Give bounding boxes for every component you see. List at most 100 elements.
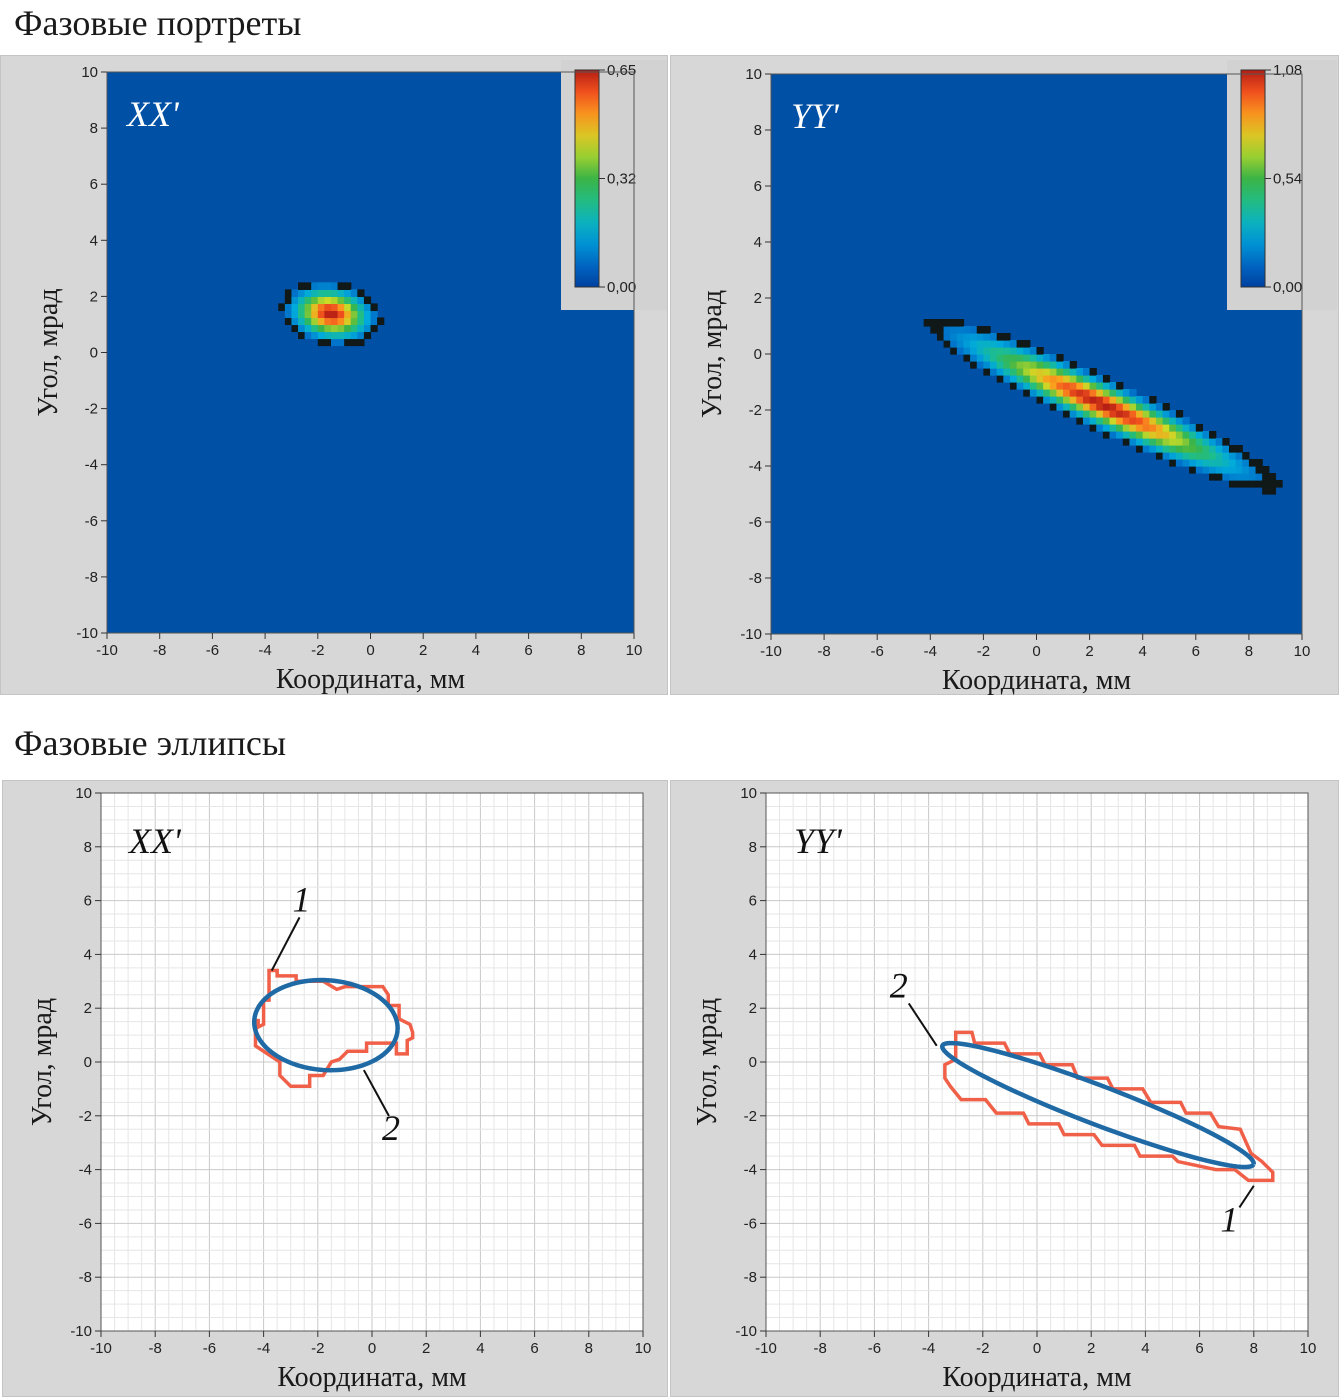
- heatmap-cell: [983, 361, 991, 369]
- heatmap-cell: [1215, 445, 1223, 453]
- heatmap-cell: [963, 326, 971, 334]
- contour-series-1: [943, 1030, 1275, 1183]
- heatmap-cell: [1089, 403, 1097, 411]
- heatmap-cell: [304, 331, 312, 340]
- x-tick-label: 8: [577, 642, 585, 659]
- x-tick-label: -2: [977, 643, 990, 660]
- x-tick-label: 6: [530, 1340, 538, 1357]
- heatmap-cell: [1109, 382, 1117, 390]
- heatmap-cell: [1036, 361, 1044, 369]
- x-tick-label: 6: [1192, 643, 1200, 660]
- heatmap-cell: [363, 310, 372, 319]
- heatmap-cell: [317, 317, 325, 326]
- heatmap-cell: [970, 361, 978, 369]
- heatmap-cell: [1162, 445, 1170, 453]
- heatmap-cell: [1016, 375, 1024, 383]
- heatmap-cell: [983, 354, 991, 362]
- y-tick-label: -2: [749, 402, 762, 419]
- phase-ellipse-xx-panel: -10 -8 -6 -4 -2 0 2 4 6 8 10 -10 -8 -6 -4 -2 0 2 4 6 8 10 Коор…: [2, 780, 668, 1397]
- heatmap-cells: [923, 319, 1283, 495]
- heatmap-cell: [1202, 438, 1210, 446]
- heatmap-cell: [357, 296, 365, 305]
- heatmap-cell: [1149, 431, 1157, 439]
- heatmap-cell: [304, 289, 312, 297]
- heatmap-cell: [1209, 431, 1217, 439]
- heatmap-cell: [363, 317, 372, 326]
- y-tick-label: -2: [744, 1108, 757, 1125]
- heatmap-cell: [1142, 445, 1150, 453]
- heatmap-cells: [278, 282, 385, 347]
- heatmap-cell: [304, 296, 312, 305]
- heatmap-cell: [1248, 480, 1257, 488]
- heatmap-cell: [930, 319, 938, 327]
- heatmap-cell: [337, 317, 345, 326]
- heatmap-cell: [976, 333, 984, 341]
- heatmap-cell: [1063, 361, 1071, 369]
- x-tick-label: 0: [368, 1340, 376, 1357]
- heatmap-cell: [284, 317, 293, 326]
- heatmap-cell: [970, 326, 978, 334]
- heatmap-cell: [1162, 410, 1170, 418]
- phase-ellipse-yy-chart: -10 -8 -6 -4 -2 0 2 4 6 8 10 -10 -8 -6 -4 -2 0 2 4 6 8 10 Коор…: [692, 785, 1316, 1393]
- heatmap-cell: [1056, 382, 1064, 390]
- panel-label: YY': [794, 821, 843, 861]
- heatmap-cell: [1155, 403, 1164, 411]
- heatmap-cell: [1023, 340, 1031, 348]
- heatmap-cell: [1169, 452, 1177, 460]
- x-tick-label: 4: [1139, 643, 1147, 660]
- heatmap-cell: [317, 303, 325, 312]
- y-tick-label: -8: [744, 1269, 757, 1286]
- colorbar-tick-label: 0,00: [1273, 279, 1302, 296]
- heatmap-cell: [976, 340, 984, 348]
- heatmap-cell: [337, 338, 345, 347]
- heatmap-cell: [1089, 396, 1097, 404]
- heatmap-cell: [363, 324, 372, 333]
- heatmap-cell: [337, 303, 345, 312]
- heatmap-cell: [1016, 340, 1024, 348]
- heatmap-cell: [1215, 473, 1223, 481]
- heatmap-cell: [337, 331, 345, 340]
- heatmap-cell: [1029, 354, 1038, 362]
- y-tick-label: -2: [79, 1108, 92, 1125]
- x-tick-label: -10: [755, 1340, 777, 1357]
- y-tick-label: -10: [70, 1323, 92, 1340]
- heatmap-cell: [1036, 382, 1044, 390]
- heatmap-cell: [304, 303, 312, 312]
- heatmap-cell: [1169, 424, 1177, 432]
- heatmap-cell: [1189, 459, 1197, 467]
- heatmap-cell: [1056, 403, 1064, 411]
- heatmap-cell: [1255, 459, 1263, 467]
- heatmap-cell: [1036, 396, 1044, 404]
- heatmap-cell: [1016, 361, 1024, 369]
- heatmap-cell: [1016, 354, 1024, 362]
- heatmap-cell: [1003, 354, 1011, 362]
- heatmap-cell: [1149, 445, 1157, 453]
- heatmap-cell: [370, 303, 378, 312]
- heatmap-cell: [1102, 424, 1111, 432]
- heatmap-cell: [1082, 410, 1091, 418]
- x-tick-label: -4: [257, 1340, 270, 1357]
- heatmap-cell: [357, 317, 365, 326]
- heatmap-cell: [1222, 473, 1230, 481]
- x-tick-label: -10: [760, 643, 782, 660]
- heatmap-cell: [1248, 473, 1257, 481]
- heatmap-cell: [291, 317, 299, 326]
- heatmap-cell: [1136, 403, 1144, 411]
- heatmap-cell: [1056, 375, 1064, 383]
- heatmap-cell: [956, 319, 965, 327]
- annotation-label: 1: [1220, 1199, 1238, 1239]
- heatmap-cell: [1036, 375, 1044, 383]
- heatmap-cell: [1056, 396, 1064, 404]
- heatmap-cell: [1096, 396, 1104, 404]
- heatmap-cell: [350, 324, 358, 333]
- heatmap-cell: [990, 347, 998, 355]
- heatmap-cell: [936, 319, 945, 327]
- heatmap-cell: [1255, 480, 1263, 488]
- y-tick-label: 6: [84, 893, 92, 910]
- heatmap-cell: [1228, 480, 1237, 488]
- heatmap-cell: [317, 282, 325, 290]
- heatmap-cell: [324, 296, 332, 305]
- heatmap-cell: [976, 361, 984, 369]
- x-tick-label: 2: [1085, 643, 1093, 660]
- heatmap-cell: [377, 317, 385, 326]
